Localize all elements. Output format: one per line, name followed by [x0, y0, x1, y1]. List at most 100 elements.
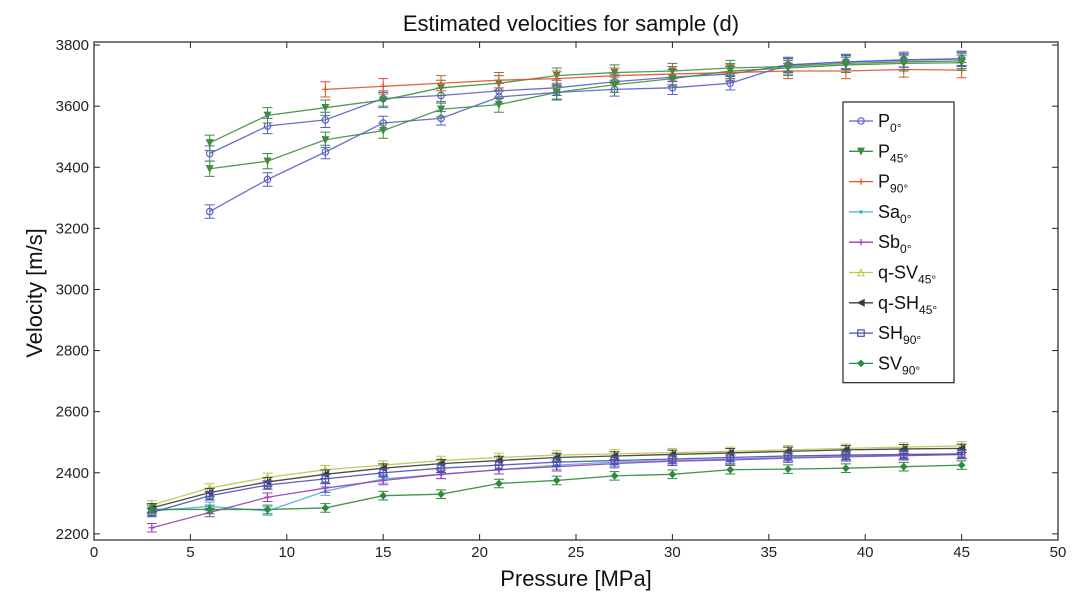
legend-item: q-SV45° — [849, 263, 936, 287]
data-point — [205, 165, 214, 174]
data-point — [264, 494, 271, 501]
data-point — [322, 484, 329, 492]
data-point — [494, 100, 503, 109]
data-point — [784, 465, 792, 474]
legend-item: SV90° — [849, 353, 920, 377]
data-point — [610, 81, 619, 90]
data-point — [668, 74, 677, 83]
y-tick-label: 3800 — [56, 37, 89, 54]
data-point — [321, 103, 330, 113]
data-point — [437, 464, 445, 473]
data-point — [610, 471, 619, 480]
data-point — [610, 456, 619, 465]
data-point — [379, 468, 388, 477]
y-tick-label: 2800 — [56, 343, 89, 360]
legend-label: P0° — [878, 111, 902, 135]
x-tick-label: 35 — [760, 544, 777, 561]
legend-item: Sa0° — [849, 202, 912, 226]
legend-marker — [856, 147, 866, 156]
data-point — [899, 462, 908, 471]
x-tick-label: 20 — [471, 544, 488, 561]
data-point — [437, 105, 446, 114]
data-point — [321, 136, 330, 145]
legend-item: Sb0° — [849, 232, 912, 256]
data-point — [726, 67, 735, 76]
data-point — [379, 491, 388, 500]
x-tick-label: 50 — [1050, 544, 1067, 561]
x-tick-label: 10 — [278, 544, 295, 561]
legend-item: SH90° — [849, 323, 921, 347]
data-point — [552, 88, 561, 97]
error-bar — [204, 204, 215, 219]
legend-item: P0° — [849, 111, 902, 135]
data-point — [380, 477, 387, 484]
data-point — [495, 461, 503, 469]
legend-marker — [856, 298, 865, 307]
data-point — [379, 96, 388, 105]
data-point — [321, 148, 330, 156]
legend-label: Sb0° — [878, 232, 912, 256]
data-point — [553, 75, 560, 82]
x-tick-label: 0 — [90, 544, 98, 561]
legend-marker — [857, 329, 865, 337]
y-tick-label: 3200 — [56, 220, 89, 237]
data-point — [437, 80, 445, 87]
x-tick-label: 15 — [375, 544, 392, 561]
legend-marker — [857, 117, 865, 125]
data-point — [552, 458, 561, 466]
data-point — [495, 76, 503, 84]
legend-marker — [856, 268, 866, 277]
series-10 — [204, 54, 967, 177]
legend-label: q-SH45° — [878, 293, 937, 317]
x-tick-label: 45 — [953, 544, 970, 561]
data-point — [263, 157, 272, 166]
legend-marker — [857, 178, 865, 185]
legend-label: q-SV45° — [878, 263, 936, 287]
data-point — [957, 450, 966, 458]
legend-item: P45° — [849, 141, 908, 165]
data-point — [205, 505, 214, 514]
legend-item: q-SH45° — [849, 293, 937, 317]
data-point — [263, 175, 272, 184]
data-point — [380, 83, 387, 90]
y-tick-label: 3600 — [56, 98, 89, 115]
x-axis-label: Pressure [MPa] — [500, 566, 652, 591]
series-line — [325, 68, 962, 91]
data-point — [147, 505, 156, 514]
data-point — [899, 59, 908, 68]
y-tick-label: 2600 — [56, 404, 89, 421]
data-point — [841, 61, 850, 70]
x-tick-label: 5 — [186, 544, 194, 561]
data-point — [726, 79, 735, 88]
data-point — [321, 116, 330, 124]
data-point — [726, 465, 735, 474]
error-bar — [262, 172, 273, 187]
legend-marker — [857, 359, 865, 368]
data-point — [726, 453, 735, 462]
legend-marker — [857, 239, 865, 246]
data-point — [379, 126, 388, 135]
series-line — [151, 464, 962, 511]
y-tick-label: 3400 — [56, 159, 89, 176]
series-8 — [146, 460, 967, 515]
series-line — [209, 58, 962, 213]
data-point — [205, 139, 214, 148]
data-point — [552, 476, 561, 485]
x-tick-label: 25 — [568, 544, 585, 561]
legend-marker — [859, 210, 863, 214]
y-tick-label: 3000 — [56, 281, 89, 298]
data-point — [668, 470, 677, 479]
legend: P0° P45° P90° Sa0° Sb0° q-SV45° q-SH45° SH90° SV… — [842, 101, 955, 384]
legend-label: SH90° — [878, 323, 921, 347]
data-point — [842, 464, 850, 473]
legend-label: P45° — [878, 141, 908, 165]
y-tick-label: 2400 — [56, 465, 89, 482]
data-point — [205, 207, 214, 216]
x-tick-label: 30 — [664, 544, 681, 561]
data-point — [784, 452, 792, 460]
legend-label: SV90° — [878, 353, 920, 377]
data-point — [321, 504, 330, 512]
x-tick-label: 40 — [857, 544, 874, 561]
data-point — [899, 450, 908, 459]
